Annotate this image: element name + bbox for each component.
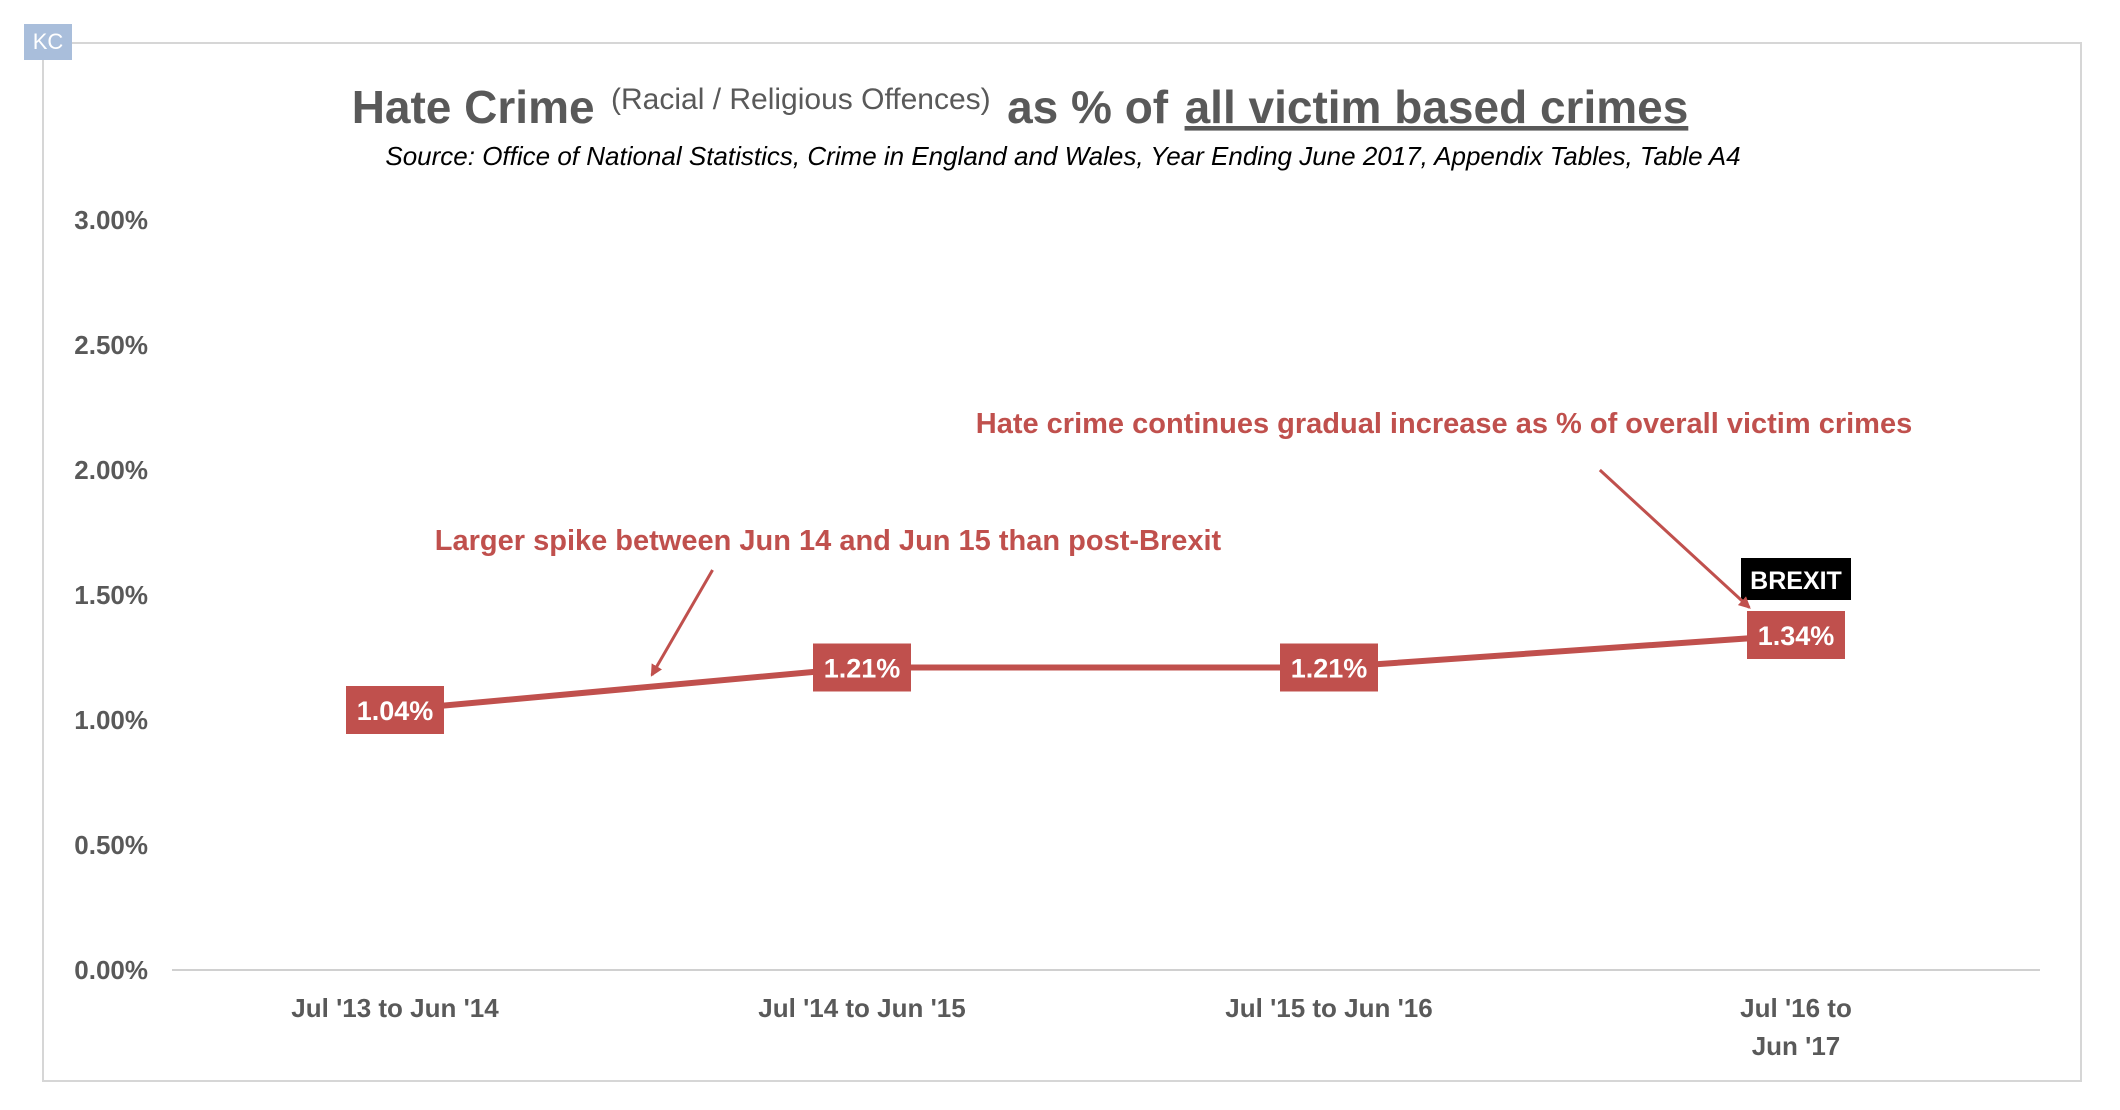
brexit-label: BREXIT (1750, 567, 1842, 595)
annotation-arrow (650, 569, 714, 677)
y-tick-label: 2.00% (74, 455, 148, 485)
data-label: 1.21% (1291, 654, 1368, 684)
data-label: 1.04% (357, 696, 434, 726)
x-tick-label: Jul '14 to Jun '15 (758, 993, 965, 1023)
plot-area: 0.00% 0.50% 1.00% 1.50% 2.00% 2.50% 3.00% Jul '… (74, 205, 2040, 1061)
brexit-badge (1741, 558, 1851, 600)
title-mid: as % of (1007, 81, 1169, 133)
chart-frame (42, 42, 2082, 1082)
title-main: Hate Crime (352, 81, 595, 133)
y-tick-label: 0.50% (74, 830, 148, 860)
title-paren: (Racial / Religious Offences) (611, 83, 991, 116)
x-tick-label: Jul '15 to Jun '16 (1225, 993, 1432, 1023)
x-tick-label: Jul '13 to Jun '14 (291, 993, 499, 1023)
title-underlined: all victim based crimes (1185, 81, 1689, 133)
y-tick-label: 3.00% (74, 205, 148, 235)
watermark-badge: KC (24, 24, 72, 60)
annotation-arrow (1598, 468, 1751, 609)
svg-text:Hate Crime (Racial / Rel: Hate Crime (Racial / Religious Offences)… (352, 81, 1689, 133)
data-point-box (1747, 611, 1845, 659)
y-tick-label: 1.00% (74, 705, 148, 735)
y-tick-label: 0.00% (74, 955, 148, 985)
x-tick-label: Jul '16 to (1740, 993, 1852, 1023)
series-line (394, 632, 1797, 713)
chart-subtitle: Source: Office of National Statistics, C… (385, 141, 1740, 171)
y-tick-label: 2.50% (74, 330, 148, 360)
data-label: 1.21% (824, 654, 901, 684)
chart-title: Hate Crime (Racial / Religious Offences)… (352, 81, 1689, 133)
annotation-text: Larger spike between Jun 14 and Jun 15 t… (435, 525, 1222, 557)
data-point-box (813, 643, 911, 692)
y-tick-label: 1.50% (74, 580, 148, 610)
data-point-box (1280, 643, 1378, 692)
data-point-box (346, 686, 444, 734)
data-label: 1.34% (1758, 621, 1835, 651)
x-tick-label: Jun '17 (1752, 1031, 1841, 1061)
annotation-text: Hate crime continues gradual increase as… (976, 408, 1912, 440)
